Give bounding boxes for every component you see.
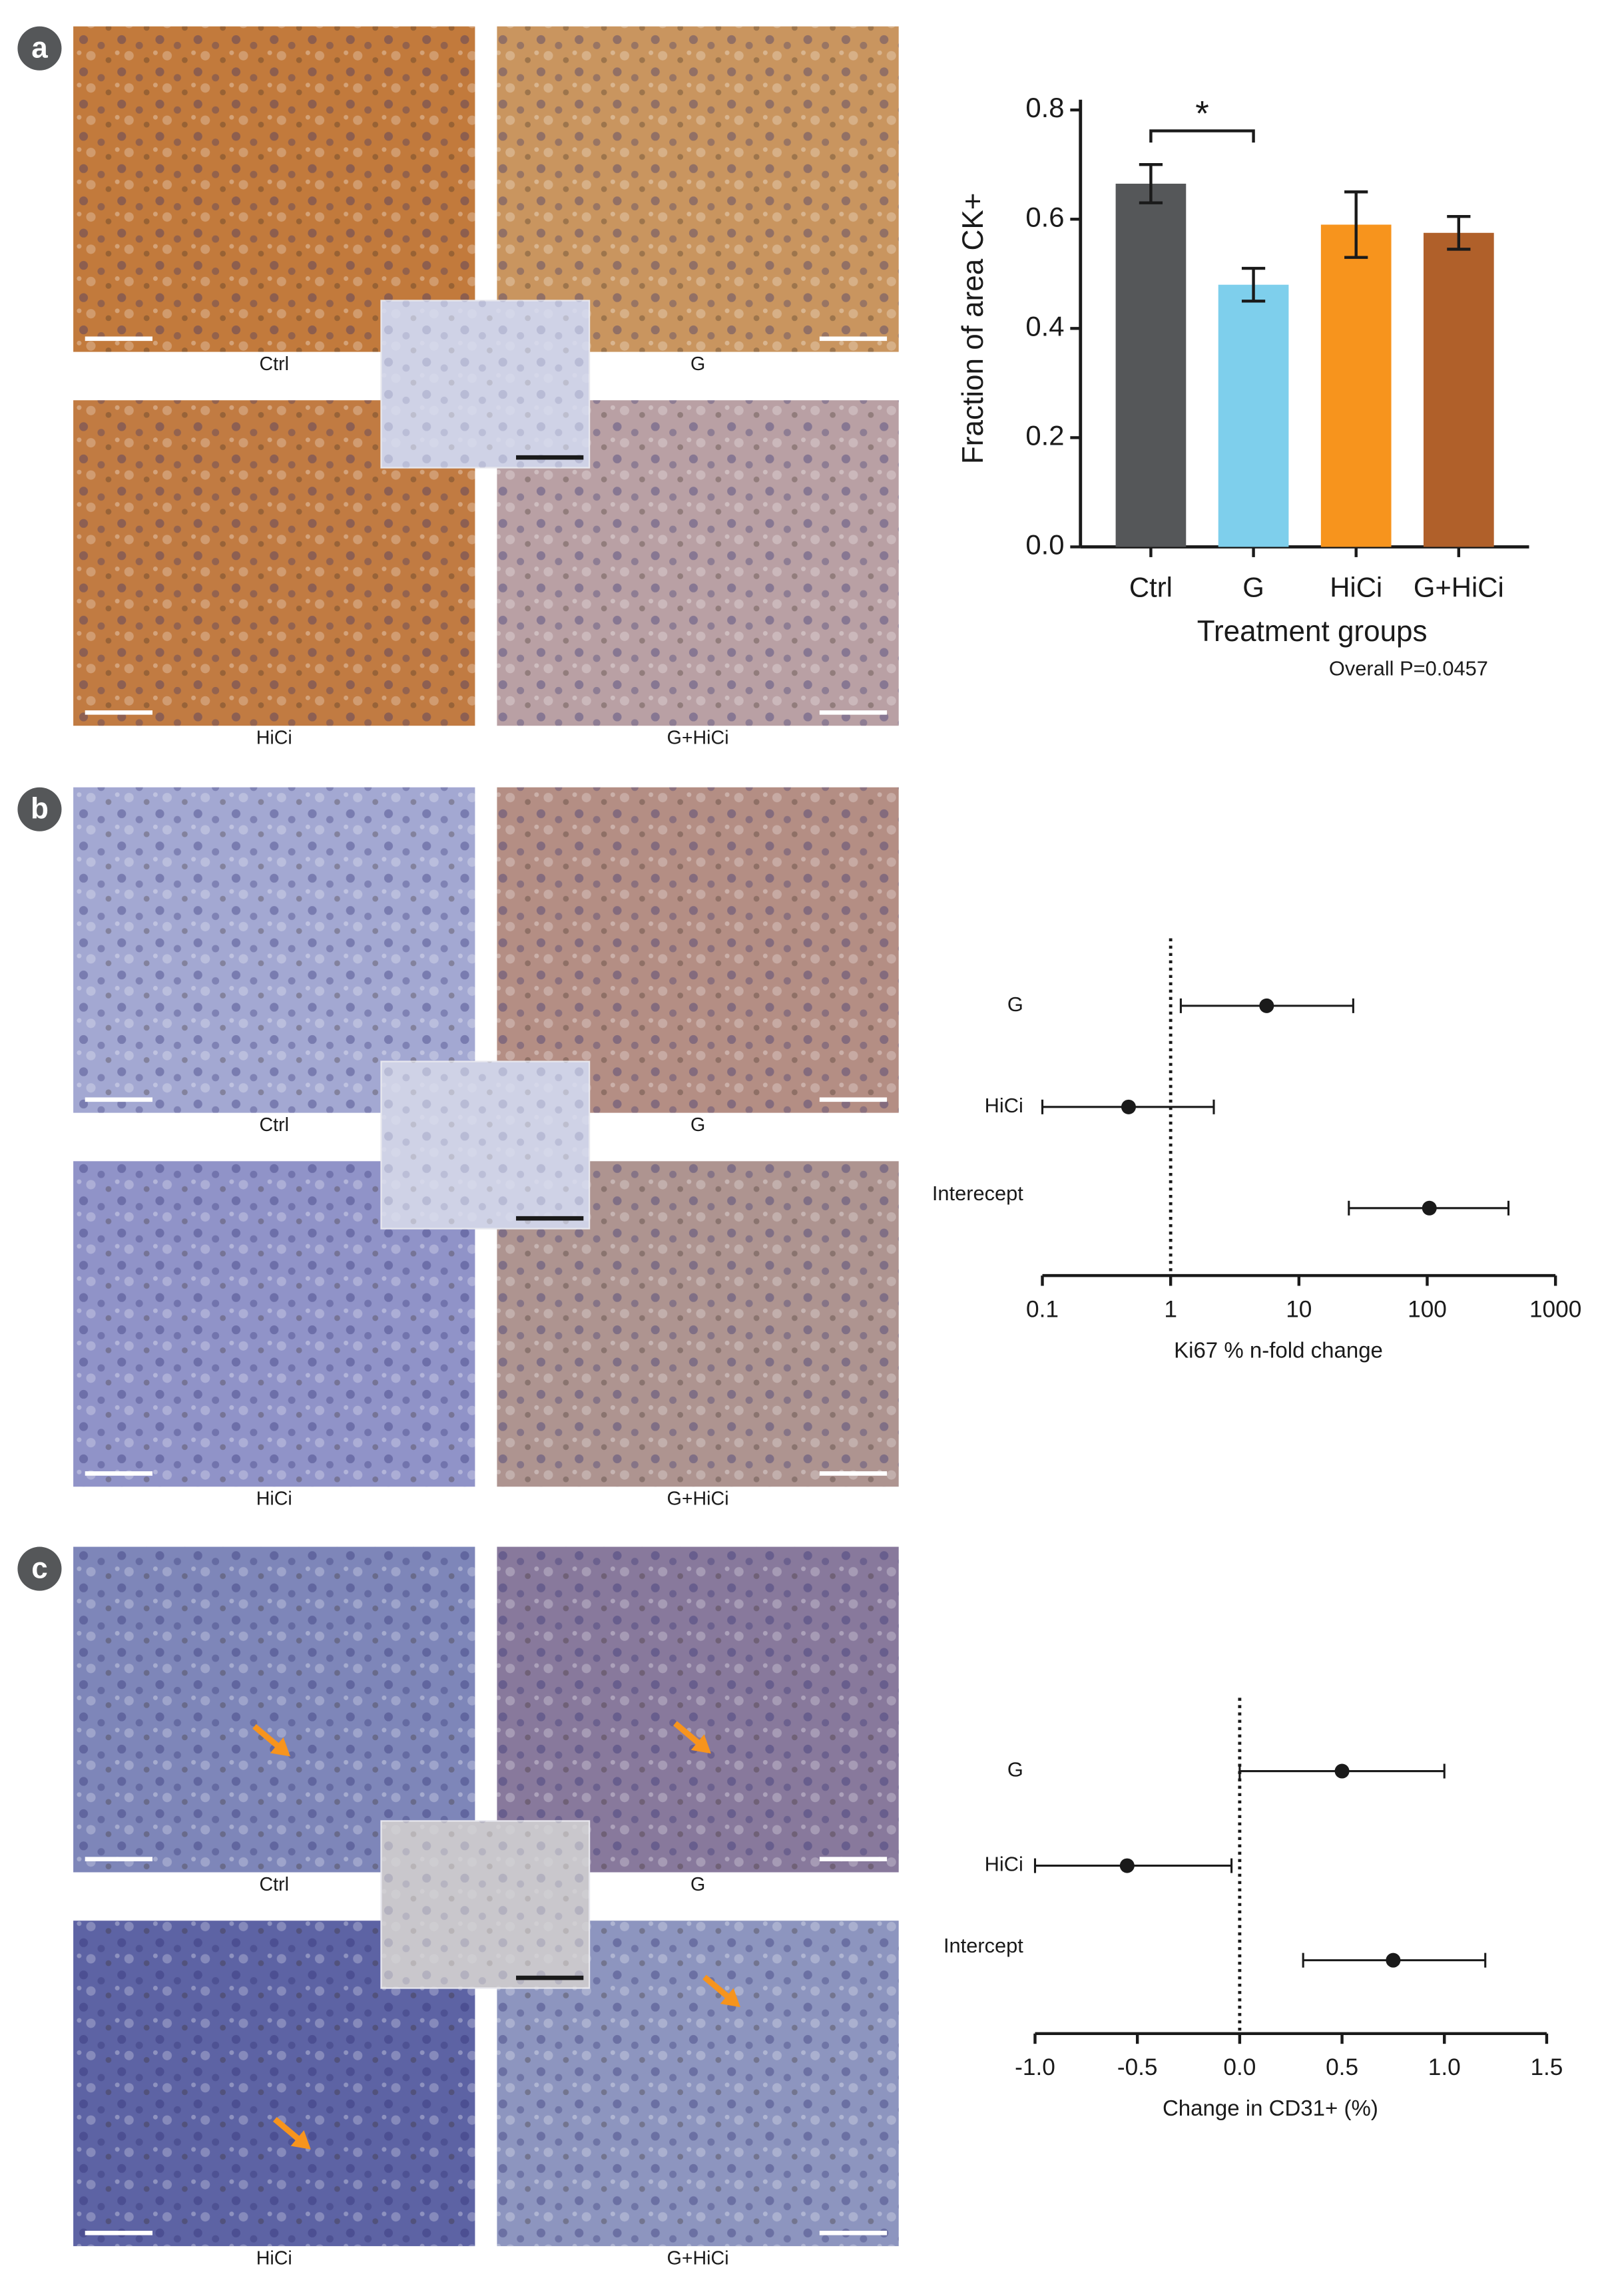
x-tick-label: Ctrl bbox=[1129, 571, 1173, 602]
row-label: Interecept bbox=[932, 1182, 1023, 1205]
bar bbox=[1115, 183, 1187, 547]
row-label: HiCi bbox=[985, 1853, 1023, 1876]
x-tick-label: 10 bbox=[1286, 1296, 1312, 1322]
x-tick-label: 0.1 bbox=[1026, 1296, 1059, 1322]
row-label: Intercept bbox=[943, 1934, 1023, 1957]
panel-letter-badge bbox=[17, 1546, 62, 1591]
x-tick-label: 1000 bbox=[1529, 1296, 1581, 1322]
arrow-head bbox=[270, 1737, 290, 1757]
y-tick-label: 0.4 bbox=[1025, 310, 1064, 342]
x-axis-label: Treatment groups bbox=[1197, 615, 1428, 648]
arrow-head bbox=[690, 1734, 711, 1754]
x-tick-label: 1 bbox=[1164, 1296, 1177, 1322]
point-estimate bbox=[1119, 1858, 1135, 1873]
x-axis-label: Change in CD31+ (%) bbox=[1163, 2096, 1378, 2120]
arrows bbox=[252, 1721, 740, 2150]
x-tick-label: -1.0 bbox=[1015, 2054, 1055, 2080]
micrograph-texture bbox=[73, 1546, 475, 1873]
y-tick-label: 0.8 bbox=[1025, 92, 1064, 123]
row-label: HiCi bbox=[985, 1094, 1023, 1117]
point-estimate bbox=[1422, 1200, 1437, 1216]
micrograph-texture bbox=[497, 787, 899, 1113]
x-tick-label: 0.5 bbox=[1326, 2054, 1358, 2080]
x-tick-label: HiCi bbox=[1330, 571, 1382, 602]
point-estimate bbox=[1259, 998, 1274, 1013]
x-tick-label: G+HiCi bbox=[1414, 571, 1504, 602]
inset-texture bbox=[381, 1061, 590, 1229]
row-label: G bbox=[1007, 993, 1023, 1016]
x-tick-label: G bbox=[1242, 571, 1264, 602]
micrograph-caption: HiCi bbox=[256, 1489, 292, 1510]
micrograph-caption: HiCi bbox=[256, 2247, 292, 2269]
x-tick-label: 1.0 bbox=[1428, 2054, 1461, 2080]
y-tick-label: 0.0 bbox=[1025, 529, 1064, 561]
micrograph-caption: Ctrl bbox=[259, 1874, 288, 1895]
y-tick-label: 0.6 bbox=[1025, 201, 1064, 232]
x-tick-label: 0.0 bbox=[1223, 2054, 1256, 2080]
panel-letter-badge bbox=[17, 26, 62, 71]
micrograph-texture bbox=[73, 787, 475, 1113]
micrograph-caption: G bbox=[690, 1874, 705, 1895]
arrow bbox=[702, 1974, 740, 2008]
micrograph-texture bbox=[73, 26, 475, 352]
point-estimate bbox=[1121, 1099, 1137, 1114]
row-label: G bbox=[1007, 1758, 1023, 1781]
arrow-head bbox=[720, 1988, 740, 2008]
micrograph-caption: G+HiCi bbox=[667, 1489, 729, 1510]
significance-label: * bbox=[1195, 94, 1209, 133]
micrograph-caption: G bbox=[690, 1114, 705, 1136]
arrow-head bbox=[290, 2130, 311, 2150]
y-axis-label: Fraction of area CK+ bbox=[957, 193, 989, 465]
panel-letter-badge bbox=[17, 787, 62, 831]
point-estimate bbox=[1334, 1763, 1350, 1779]
significance-bracket bbox=[1149, 129, 1255, 143]
micrograph-caption: G+HiCi bbox=[667, 2247, 729, 2269]
panel-letter: a bbox=[31, 32, 48, 65]
micrograph-caption: HiCi bbox=[256, 728, 292, 749]
micrograph-caption: Ctrl bbox=[259, 1114, 288, 1136]
point-estimate bbox=[1386, 1952, 1401, 1968]
y-tick-label: 0.2 bbox=[1025, 419, 1064, 451]
panel-letter: b bbox=[31, 793, 49, 825]
bar bbox=[1218, 284, 1289, 547]
inset-texture bbox=[381, 300, 590, 468]
inset-texture bbox=[381, 1821, 590, 1988]
x-axis-label: Ki67 % n-fold change bbox=[1174, 1337, 1383, 1362]
panel-letter: c bbox=[31, 1552, 47, 1584]
micrograph-caption: G bbox=[690, 353, 705, 375]
bar bbox=[1320, 224, 1392, 547]
micrograph-caption: Ctrl bbox=[259, 353, 288, 375]
x-tick-label: -0.5 bbox=[1117, 2054, 1158, 2080]
arrow bbox=[272, 2117, 311, 2150]
x-tick-label: 1.5 bbox=[1530, 2054, 1563, 2080]
bar bbox=[1423, 232, 1494, 547]
arrow bbox=[673, 1721, 711, 1754]
micrograph-texture bbox=[497, 1546, 899, 1873]
micrograph-texture bbox=[497, 26, 899, 352]
arrow bbox=[252, 1723, 290, 1757]
micrograph-caption: G+HiCi bbox=[667, 728, 729, 749]
x-tick-label: 100 bbox=[1408, 1296, 1447, 1322]
annotation: Overall P=0.0457 bbox=[1329, 657, 1488, 680]
